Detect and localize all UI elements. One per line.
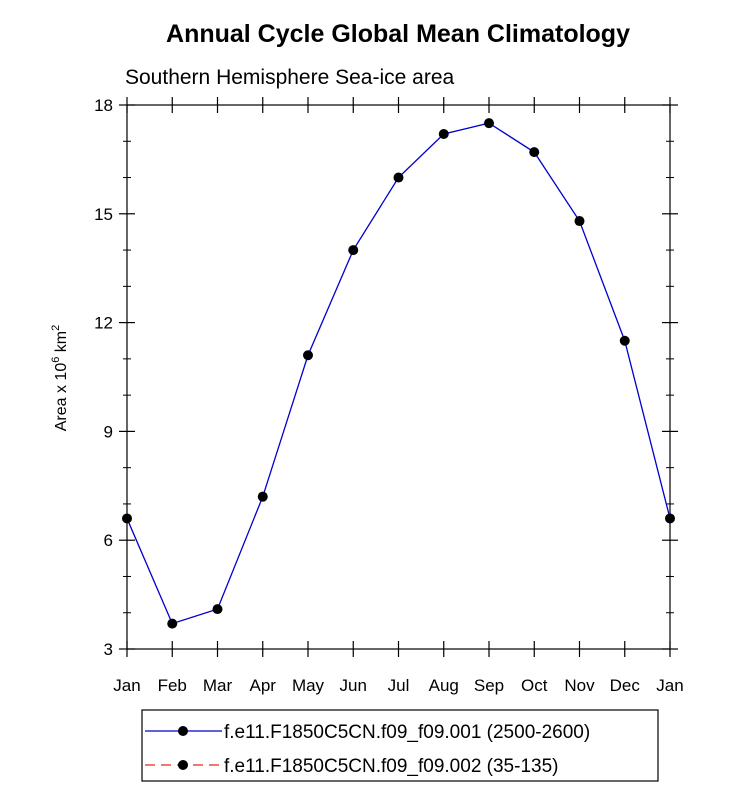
data-point (122, 513, 132, 524)
data-point (303, 350, 313, 361)
legend-box (141, 709, 659, 782)
y-axis-label-unit-exponent: 2 (50, 325, 62, 331)
x-tick-label: Nov (564, 676, 595, 695)
axis-ticks (119, 97, 678, 657)
x-tick-label: Jan (656, 676, 683, 695)
legend-marker-series-2 (178, 760, 188, 770)
data-point (212, 604, 223, 615)
data-point (393, 172, 404, 183)
y-tick-label: 18 (94, 96, 113, 115)
x-tick-label: Oct (521, 676, 548, 695)
x-tick-label: Apr (250, 676, 277, 695)
data-point (619, 335, 630, 346)
data-point (484, 118, 494, 129)
data-point (574, 216, 585, 227)
x-tick-label: Mar (203, 676, 233, 695)
plot-frame (126, 104, 671, 650)
data-point (167, 618, 178, 629)
svg-text:Area x 106 km2: Area x 106 km2 (50, 325, 70, 432)
y-tick-label: 12 (94, 314, 113, 333)
x-tick-labels: Jan Feb Mar Apr May Jun Jul Aug Sep Oct Nov Dec Jan (113, 676, 683, 695)
legend: f.e11.F1850C5CN.f09_f09.001 (2500-2600) … (141, 709, 659, 782)
y-axis-label-prefix: Area x 10 (53, 363, 70, 432)
y-axis-label: Area x 106 km2 (50, 325, 70, 432)
data-point (348, 245, 359, 256)
legend-label-series-1: f.e11.F1850C5CN.f09_f09.001 (2500-2600) (224, 722, 590, 743)
x-tick-label: Sep (474, 676, 504, 695)
y-tick-labels: 3 6 9 12 15 18 (94, 96, 113, 659)
x-tick-label: Jul (388, 676, 410, 695)
legend-marker-series-1 (178, 726, 188, 736)
y-tick-label: 6 (104, 531, 113, 550)
x-tick-label: Feb (158, 676, 187, 695)
series-line-1 (126, 122, 671, 625)
data-point (257, 491, 268, 502)
y-tick-label: 3 (104, 640, 113, 659)
data-point (438, 129, 449, 140)
data-markers (122, 118, 675, 629)
y-axis-label-exponent: 6 (50, 357, 62, 363)
y-tick-label: 9 (104, 422, 113, 441)
series-lines (126, 122, 671, 625)
x-tick-label: Jan (113, 676, 140, 695)
x-tick-label: Dec (610, 676, 641, 695)
legend-label-series-2: f.e11.F1850C5CN.f09_f09.002 (35-135) (224, 756, 558, 777)
chart-title: Annual Cycle Global Mean Climatology (166, 20, 630, 48)
y-axis-label-unit: km (53, 331, 70, 357)
data-point (665, 513, 675, 524)
x-tick-label: Jun (340, 676, 367, 695)
x-tick-label: Aug (429, 676, 459, 695)
y-tick-label: 15 (94, 205, 113, 224)
data-point (529, 147, 540, 158)
x-tick-label: May (292, 676, 325, 695)
chart-subtitle: Southern Hemisphere Sea-ice area (125, 66, 455, 89)
